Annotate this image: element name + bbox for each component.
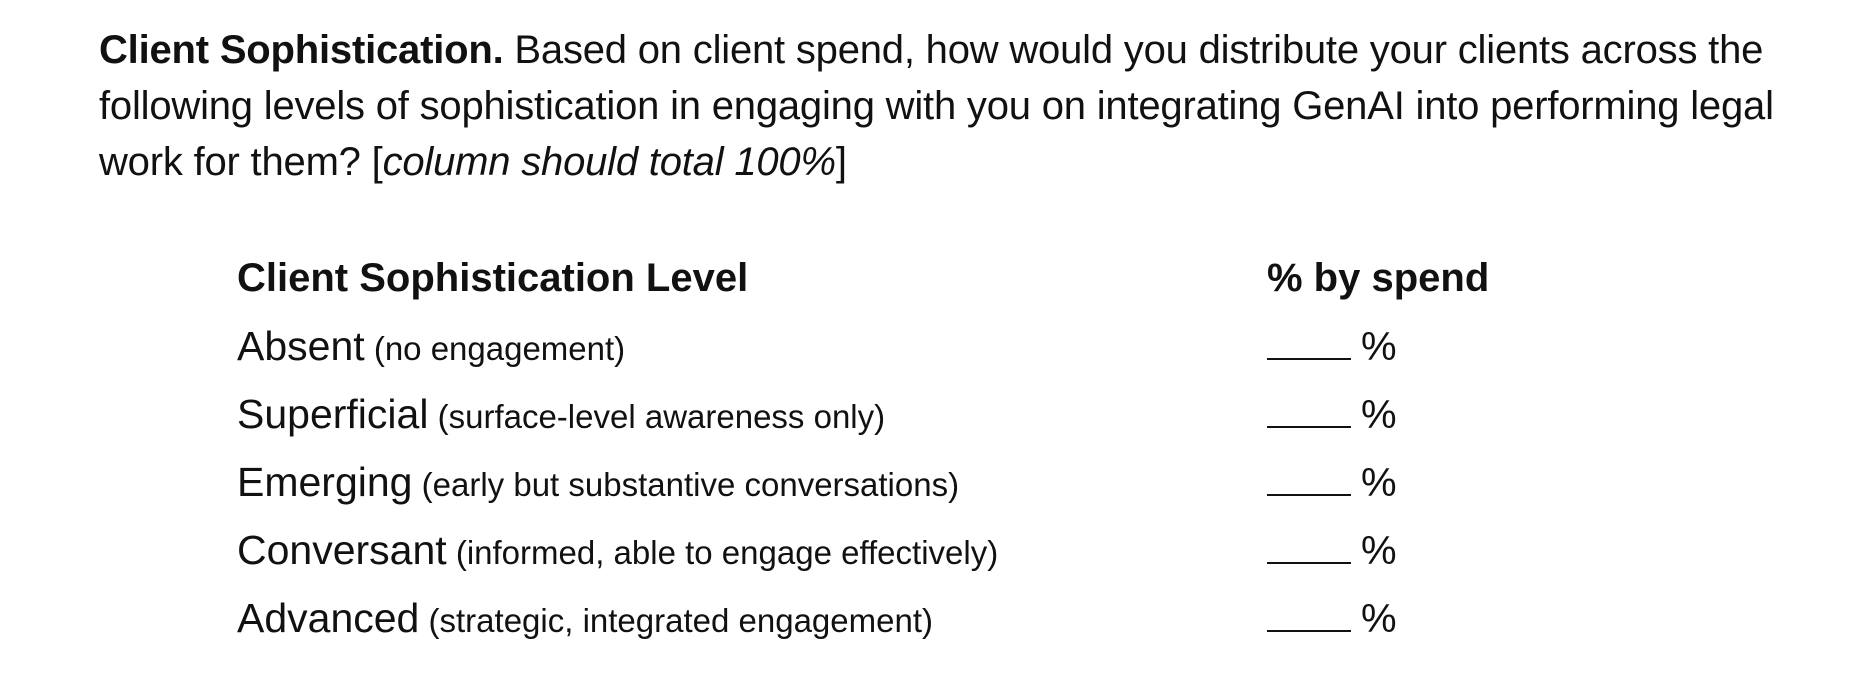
level-description: (early but substantive conversations) [412,466,960,503]
level-cell: Conversant (informed, able to engage eff… [237,522,998,581]
percent-cell: % [1267,318,1397,375]
level-name: Advanced [237,595,420,641]
percent-cell: % [1267,454,1397,511]
percent-cell: % [1267,522,1397,579]
percent-blank-field[interactable] [1267,454,1351,496]
question-body: Based on client spend, how would you dis… [99,28,1774,184]
percent-blank-field[interactable] [1267,590,1351,632]
percent-sign: % [1361,529,1397,573]
level-description: (strategic, integrated engagement) [419,602,933,639]
question-text: Client Sophistication. Based on client s… [99,22,1839,190]
level-name: Emerging [237,459,413,505]
level-description: (informed, able to engage effectively) [446,534,999,571]
sophistication-table: Client Sophistication Level % by spend A… [237,250,1537,658]
percent-sign: % [1361,597,1397,641]
percent-cell: % [1267,386,1397,443]
level-name: Conversant [237,527,447,573]
percent-blank-field[interactable] [1267,318,1351,360]
percent-sign: % [1361,393,1397,437]
table-row: Advanced (strategic, integrated engageme… [237,590,1537,658]
question-lead: Client Sophistication. [99,28,504,72]
percent-cell: % [1267,590,1397,647]
table-row: Superficial (surface-level awareness onl… [237,386,1537,454]
question-close: ] [835,140,847,184]
level-name: Absent [237,323,365,369]
percent-sign: % [1361,461,1397,505]
table-header-row: Client Sophistication Level % by spend [237,250,1537,318]
level-cell: Absent (no engagement) [237,318,625,377]
level-name: Superficial [237,391,429,437]
table-row: Emerging (early but substantive conversa… [237,454,1537,522]
table-row: Absent (no engagement) % [237,318,1537,386]
table-row: Conversant (informed, able to engage eff… [237,522,1537,590]
level-description: (surface-level awareness only) [428,398,886,435]
percent-blank-field[interactable] [1267,386,1351,428]
level-cell: Superficial (surface-level awareness onl… [237,386,885,445]
percent-blank-field[interactable] [1267,522,1351,564]
level-cell: Advanced (strategic, integrated engageme… [237,590,933,649]
header-percent-by-spend: % by spend [1267,256,1490,300]
header-level: Client Sophistication Level [237,256,749,300]
level-description: (no engagement) [364,330,626,367]
question-note: column should total 100% [382,140,836,184]
percent-sign: % [1361,325,1397,369]
level-cell: Emerging (early but substantive conversa… [237,454,959,513]
